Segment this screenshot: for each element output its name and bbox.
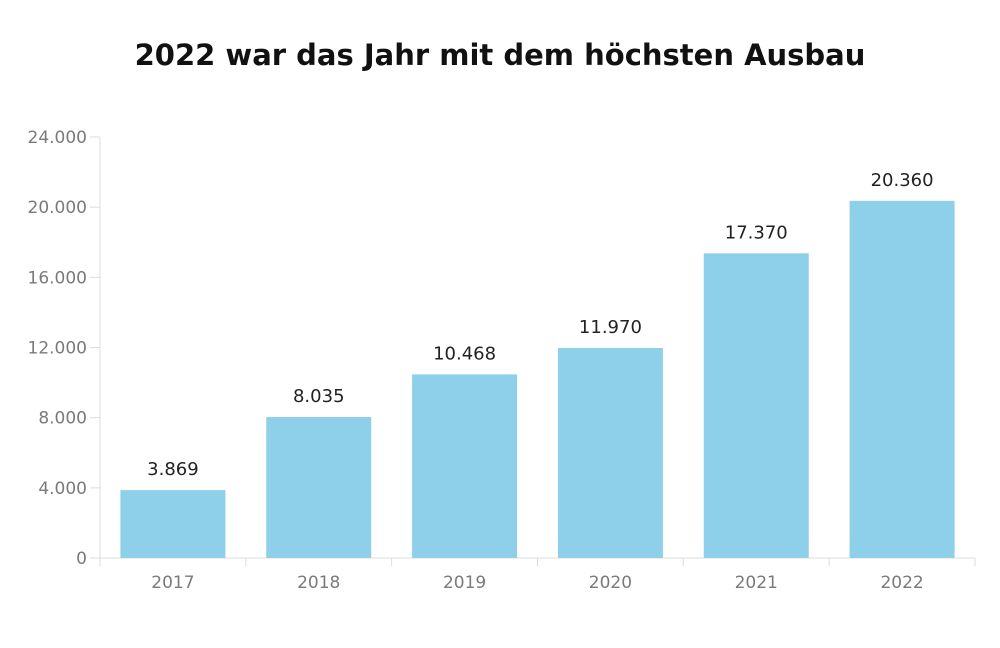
bar-2020[interactable]: [557, 348, 663, 558]
data-label-2019: 10.468: [433, 343, 496, 364]
y-tick-label: 4.000: [38, 479, 87, 499]
x-tick-label-2021: 2021: [735, 573, 778, 593]
bar-2022[interactable]: [849, 200, 955, 558]
x-tick-label-2022: 2022: [880, 573, 923, 593]
bar-2019[interactable]: [412, 374, 518, 558]
y-tick-label: 20.000: [28, 198, 87, 218]
y-tick-label: 0: [76, 549, 87, 569]
y-tick-label: 24.000: [28, 128, 87, 148]
x-tick-label-2018: 2018: [297, 573, 340, 593]
bar-2017[interactable]: [120, 490, 226, 558]
data-label-2020: 11.970: [579, 317, 642, 338]
data-label-2017: 3.869: [147, 459, 199, 480]
y-tick-label: 8.000: [38, 409, 87, 429]
chart-title: 2022 war das Jahr mit dem höchsten Ausba…: [134, 38, 866, 72]
y-tick-label: 16.000: [28, 268, 87, 288]
x-tick-label-2019: 2019: [443, 573, 486, 593]
data-label-2018: 8.035: [293, 386, 345, 407]
data-label-2021: 17.370: [725, 222, 788, 243]
y-tick-label: 12.000: [28, 339, 87, 359]
data-label-2022: 20.360: [871, 170, 934, 191]
x-tick-label-2020: 2020: [589, 573, 632, 593]
bar-2021[interactable]: [703, 253, 809, 558]
bar-2018[interactable]: [266, 417, 372, 558]
x-tick-label-2017: 2017: [151, 573, 194, 593]
